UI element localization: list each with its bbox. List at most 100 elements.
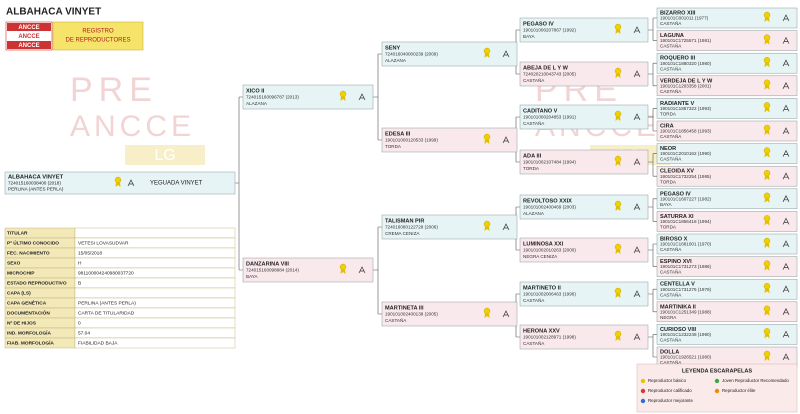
legend-box bbox=[636, 363, 798, 413]
connector bbox=[648, 288, 657, 313]
horse-color: ALAZANA bbox=[385, 58, 407, 63]
connector bbox=[648, 62, 657, 87]
ribbon-tails bbox=[615, 206, 621, 211]
horse-box bbox=[656, 165, 798, 187]
horse-color: TORDA bbox=[660, 224, 677, 229]
registry-box bbox=[52, 21, 144, 51]
horse-name: MARTINIKA II bbox=[660, 304, 696, 310]
horse-color: CASTAÑA bbox=[660, 291, 682, 297]
legend-label: Joven Reproductor Recomendado bbox=[722, 378, 789, 383]
table-value: H bbox=[78, 260, 82, 266]
horse-name: CADITANO V bbox=[523, 108, 558, 114]
table-value: VETESI LOVASUDVAR bbox=[78, 240, 129, 246]
horse-box bbox=[656, 98, 798, 119]
horse-color: CASTAÑA bbox=[660, 65, 682, 71]
ribbon-tails bbox=[764, 333, 770, 339]
brand-mark bbox=[782, 353, 790, 361]
table-value-cell bbox=[74, 317, 236, 329]
horse-box bbox=[656, 120, 798, 142]
connector bbox=[648, 108, 657, 132]
horse-box bbox=[656, 188, 798, 210]
logo-text: ANCCE bbox=[18, 25, 39, 31]
horse-code: 190101C1251349 (1988) bbox=[660, 309, 712, 314]
watermark: LG bbox=[154, 147, 175, 164]
table-value: 0 bbox=[78, 320, 81, 326]
legend-swatch bbox=[640, 378, 646, 384]
brand-mark bbox=[502, 136, 510, 144]
table-value: 57.04 bbox=[78, 330, 90, 336]
table-label: DOCUMENTACIÓN bbox=[7, 308, 50, 316]
horse-name: MARTINETA III bbox=[385, 305, 424, 311]
table-value: B bbox=[78, 280, 81, 286]
watermark-band bbox=[125, 145, 205, 165]
logo-stripe bbox=[7, 32, 51, 40]
horse-color: BAYA bbox=[660, 202, 673, 207]
horse-box bbox=[519, 104, 649, 130]
horse-color: CASTAÑA bbox=[660, 20, 682, 26]
brand-mark bbox=[633, 26, 641, 34]
brand-mark bbox=[633, 70, 641, 78]
ribbon-tails bbox=[764, 265, 770, 271]
horse-box bbox=[656, 301, 798, 323]
horse-color: BAYA bbox=[523, 34, 536, 39]
brand-mark bbox=[358, 266, 366, 274]
table-label: TITULAR bbox=[7, 230, 28, 236]
ribbon-tails bbox=[615, 161, 621, 166]
horse-color: ALAZANA bbox=[246, 101, 268, 106]
legend-swatch bbox=[640, 398, 646, 404]
brand-mark bbox=[782, 195, 790, 202]
table-value-cell bbox=[74, 277, 236, 289]
brand-mark bbox=[782, 82, 790, 89]
horse-color: CASTAÑA bbox=[523, 340, 545, 346]
logo-stripe bbox=[7, 41, 51, 49]
brand-mark bbox=[633, 246, 641, 254]
horse-box bbox=[519, 17, 649, 43]
logo-text: ANCCE bbox=[18, 43, 39, 49]
horse-code: 190101C1926521 (1980) bbox=[660, 355, 712, 360]
table-label: CAPA (LS) bbox=[7, 290, 31, 296]
horse-name: MARTINETO II bbox=[523, 285, 561, 291]
horse-code: 190101002010263 (2000) bbox=[523, 248, 576, 253]
ribbon-tails bbox=[340, 96, 346, 101]
horse-color: CASTAÑA bbox=[660, 156, 682, 162]
horse-color: CASTAÑA bbox=[660, 336, 682, 342]
connector bbox=[648, 198, 657, 222]
legend-label: Reproductor calificado bbox=[648, 388, 692, 393]
horse-name: VERDEJA DE L Y W bbox=[660, 78, 713, 84]
horse-name: PEGASO IV bbox=[523, 21, 554, 27]
ribbon-tails bbox=[764, 175, 770, 181]
horse-code: 190101C1856418 (1994) bbox=[660, 219, 712, 224]
horse-box bbox=[519, 149, 649, 175]
ribbon-tails bbox=[764, 17, 770, 22]
table-value-cell bbox=[74, 287, 236, 299]
horse-code: 190101C1203358 (2001) bbox=[660, 83, 712, 88]
table-label: IND. MORFOLOGÍA bbox=[7, 328, 52, 336]
brand-mark bbox=[782, 172, 790, 180]
horse-name: CENTELLA V bbox=[660, 282, 695, 288]
brand-mark bbox=[782, 330, 790, 338]
brand-mark bbox=[782, 149, 790, 157]
horse-name: BIZARRO XIII bbox=[660, 10, 696, 16]
horse-code: 724020210043743 (2005) bbox=[523, 72, 576, 77]
horse-code: 190101002107484 (1994) bbox=[523, 160, 576, 165]
brand-mark bbox=[782, 308, 790, 315]
ribbon-tails bbox=[764, 107, 770, 113]
page-title: ALBAHACA VINYET bbox=[6, 7, 101, 18]
ribbon-tails bbox=[615, 29, 621, 34]
horse-color: TORDA bbox=[660, 111, 677, 116]
horse-name: XICO II bbox=[246, 88, 265, 94]
horse-name: PEGASO IV bbox=[660, 191, 691, 197]
brand-mark bbox=[782, 104, 790, 112]
horse-code: 190101002006463 (1996) bbox=[523, 292, 576, 297]
horse-color: ALAZANA bbox=[523, 211, 545, 216]
horse-box bbox=[656, 278, 798, 300]
horse-box bbox=[519, 281, 649, 307]
brand-mark bbox=[782, 59, 790, 67]
horse-name: CLEOIDA XV bbox=[660, 169, 694, 175]
brand-mark bbox=[502, 310, 510, 318]
horse-color: TORDA bbox=[385, 144, 402, 149]
horse-code: 724015160038400 (2018) bbox=[8, 181, 61, 186]
ribbon-tails bbox=[615, 336, 621, 341]
horse-box bbox=[656, 52, 798, 74]
legend-swatch bbox=[640, 388, 646, 394]
